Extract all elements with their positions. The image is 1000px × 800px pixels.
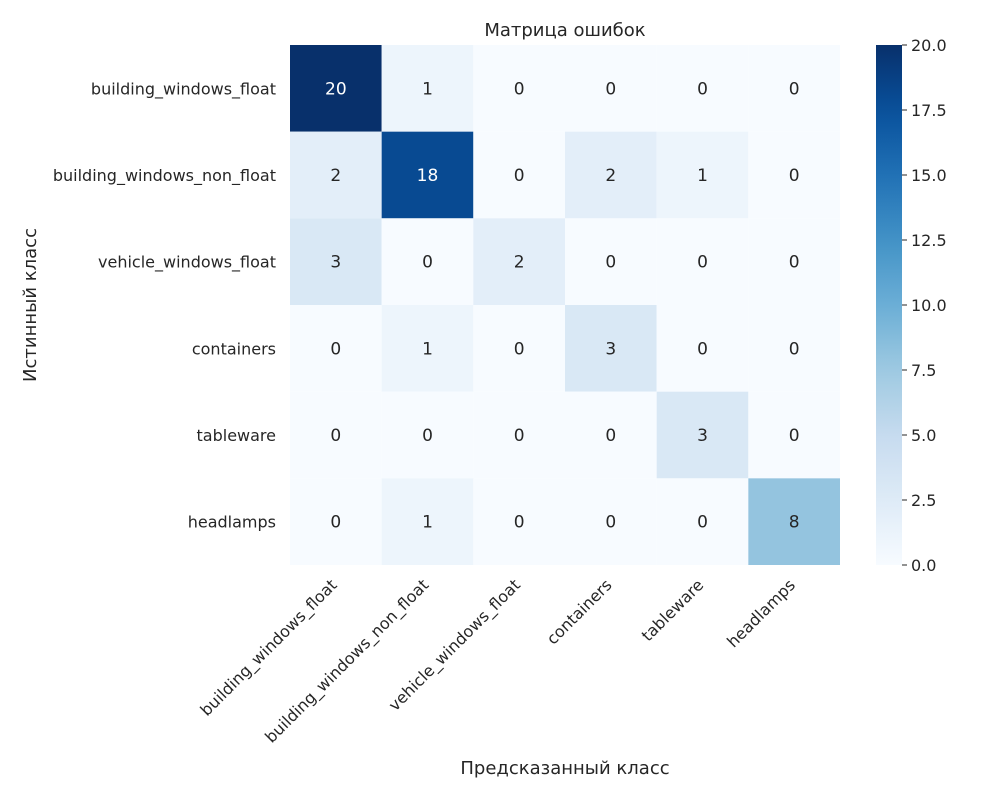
cell-value-label: 0: [514, 79, 525, 99]
y-tick-labels: building_windows_float building_windows_n…: [53, 79, 276, 531]
colorbar-tick-label: 2.5: [911, 491, 936, 510]
cell-value-label: 0: [605, 426, 616, 446]
cell-value-label: 0: [330, 339, 341, 359]
cell-value-label: 0: [697, 513, 708, 533]
x-tick-label: building_windows_non_float: [261, 575, 433, 747]
x-tick-labels: building_windows_floatbuilding_windows_n…: [196, 575, 799, 747]
y-tick-label: building_windows_float: [91, 79, 276, 99]
colorbar-tick-label: 5.0: [911, 426, 936, 445]
cell-value-label: 2: [514, 253, 525, 273]
cell-value-label: 1: [422, 339, 433, 359]
cell-value-label: 2: [605, 166, 616, 186]
cell-value-label: 3: [697, 426, 708, 446]
cell-value-label: 0: [605, 253, 616, 273]
cell-value-label: 0: [514, 166, 525, 186]
cell-value-label: 0: [330, 513, 341, 533]
cell-value-label: 18: [417, 166, 439, 186]
colorbar-tick-label: 12.5: [911, 231, 947, 250]
colorbar-ticks: 0.0 2.5 5.0 7.5 10.0 12.5 15.0 17.5 20.0: [902, 36, 947, 575]
colorbar: [876, 45, 902, 565]
cell-value-label: 2: [330, 166, 341, 186]
cell-value-label: 3: [605, 339, 616, 359]
y-tick-label: tableware: [197, 426, 276, 445]
y-tick-label: building_windows_non_float: [53, 166, 276, 186]
y-tick-label: headlamps: [188, 513, 276, 532]
cell-value-label: 20: [325, 79, 347, 99]
x-tick-label: containers: [543, 575, 616, 648]
cell-value-label: 0: [514, 513, 525, 533]
y-tick-label: containers: [192, 339, 276, 358]
colorbar-tick-label: 17.5: [911, 101, 947, 120]
cell-value-label: 0: [605, 513, 616, 533]
x-tick-label: tableware: [638, 575, 708, 645]
colorbar-tick-label: 20.0: [911, 36, 947, 55]
cell-value-label: 0: [789, 339, 800, 359]
x-axis-label: Предсказанный класс: [460, 758, 669, 779]
chart-title: Матрица ошибок: [484, 20, 645, 41]
y-tick-label: vehicle_windows_float: [98, 253, 276, 273]
colorbar-tick-label: 0.0: [911, 556, 936, 575]
colorbar-tick-label: 10.0: [911, 296, 947, 315]
colorbar-tick-label: 7.5: [911, 361, 936, 380]
cell-value-label: 0: [789, 426, 800, 446]
cell-value-label: 0: [514, 426, 525, 446]
cell-value-label: 0: [697, 339, 708, 359]
cell-value-label: 1: [422, 79, 433, 99]
cell-value-label: 0: [697, 79, 708, 99]
cell-value-label: 3: [330, 253, 341, 273]
cell-value-label: 0: [514, 339, 525, 359]
cell-value-label: 0: [789, 166, 800, 186]
cell-value-label: 0: [789, 253, 800, 273]
cell-value-label: 0: [422, 426, 433, 446]
colorbar-tick-label: 15.0: [911, 166, 947, 185]
cell-value-label: 0: [789, 79, 800, 99]
x-tick-label: headlamps: [723, 575, 799, 651]
cell-value-label: 0: [422, 253, 433, 273]
cell-value-label: 0: [697, 253, 708, 273]
cell-value-label: 1: [697, 166, 708, 186]
cell-value-label: 1: [422, 513, 433, 533]
cell-value-label: 8: [789, 513, 800, 533]
y-axis-label: Истинный класс: [20, 228, 41, 382]
cell-value-label: 0: [605, 79, 616, 99]
heatmap-cells: 20 1 0 0 0 02 18 0 2 1 03 0 2 0 0 00 1 0 3 0 00 0 0 0 3 00 1 0 0 0 8: [290, 45, 840, 565]
cell-value-label: 0: [330, 426, 341, 446]
